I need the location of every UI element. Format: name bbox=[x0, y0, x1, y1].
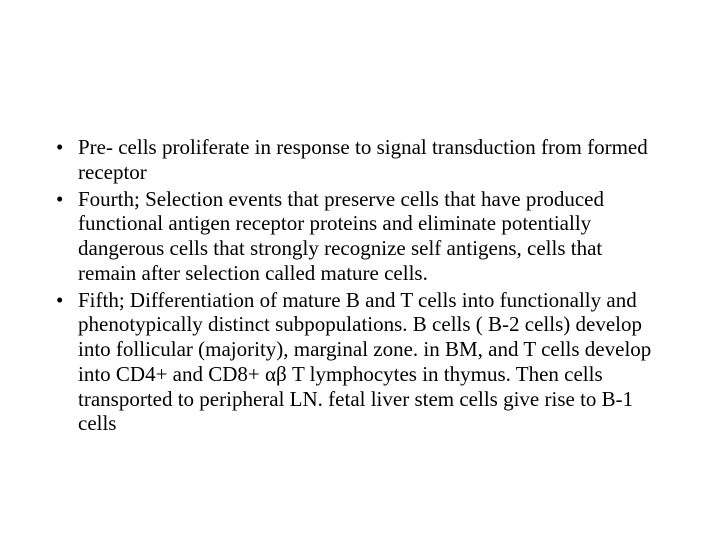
list-item: Fifth; Differentiation of mature B and T… bbox=[48, 288, 660, 437]
list-item: Fourth; Selection events that preserve c… bbox=[48, 187, 660, 286]
list-item: Pre- cells proliferate in response to si… bbox=[48, 135, 660, 185]
slide-body: Pre- cells proliferate in response to si… bbox=[0, 0, 720, 540]
bullet-list: Pre- cells proliferate in response to si… bbox=[48, 135, 660, 436]
